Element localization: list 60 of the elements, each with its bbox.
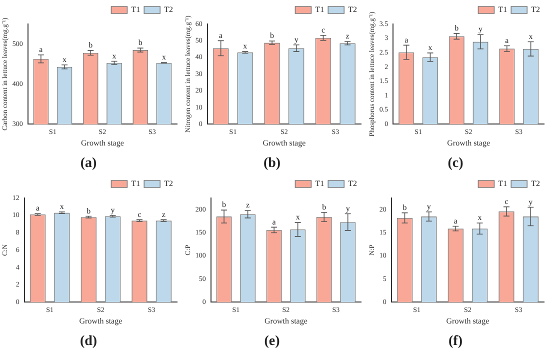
text: (e)	[264, 334, 280, 350]
data-label: x	[60, 202, 64, 211]
data-label: c	[138, 210, 142, 219]
data-label: a	[272, 217, 276, 226]
legend-label: T2	[164, 179, 174, 188]
data-label: y	[528, 197, 533, 206]
legend-label: T1	[315, 179, 324, 188]
data-label: x	[296, 212, 300, 222]
data-label: x	[243, 42, 248, 51]
text: (d)	[80, 334, 98, 350]
data-label: x	[428, 43, 432, 52]
x-axis-title: Growth stage	[262, 138, 306, 148]
legend-label: T1	[498, 179, 508, 188]
data-label: y	[294, 34, 298, 44]
data-label: b	[402, 202, 407, 212]
data-label: c	[504, 196, 509, 206]
legend-label: T2	[164, 5, 174, 14]
data-label: x	[112, 51, 116, 60]
x-axis-title: Growth stage	[264, 316, 308, 326]
legend-label: T1	[131, 179, 140, 188]
data-label: b	[322, 202, 326, 212]
data-label: b	[88, 40, 93, 50]
data-label: a	[36, 204, 40, 213]
data-label: a	[219, 30, 224, 40]
text: (f)	[448, 334, 463, 350]
data-label: x	[528, 32, 533, 41]
data-label: y	[110, 205, 115, 214]
data-label: x	[478, 213, 482, 222]
data-label: z	[162, 210, 166, 219]
data-label: a	[39, 44, 44, 54]
data-label: b	[86, 206, 91, 216]
data-label: x	[62, 54, 67, 64]
data-label: b	[454, 24, 459, 33]
data-label: a	[505, 36, 510, 45]
data-label: x	[162, 52, 166, 62]
text: (b)	[263, 156, 281, 172]
text: (a)	[80, 156, 97, 172]
x-axis-title: Growth stage	[447, 138, 490, 148]
data-label: b	[270, 31, 274, 40]
legend-label: T2	[348, 5, 358, 14]
x-axis-title: Growth stage	[81, 138, 124, 148]
data-label: y	[478, 24, 483, 34]
data-label: y	[426, 202, 431, 211]
legend-label: T2	[531, 179, 540, 188]
data-label: c	[321, 25, 326, 34]
data-label: z	[246, 200, 250, 210]
data-label: a	[454, 216, 458, 226]
data-label: b	[222, 200, 226, 210]
data-label: b	[138, 38, 142, 48]
legend-label: T1	[498, 5, 508, 14]
x-axis-title: Growth stage	[79, 316, 123, 326]
legend-label: T2	[348, 179, 358, 188]
data-label: a	[404, 35, 409, 44]
text: (c)	[448, 156, 464, 172]
data-label: z	[346, 32, 350, 41]
x-axis-title: Growth stage	[446, 316, 490, 326]
legend-label: T1	[315, 5, 324, 14]
data-label: y	[346, 204, 350, 213]
legend-label: T2	[531, 5, 540, 14]
legend-label: T1	[131, 5, 140, 14]
